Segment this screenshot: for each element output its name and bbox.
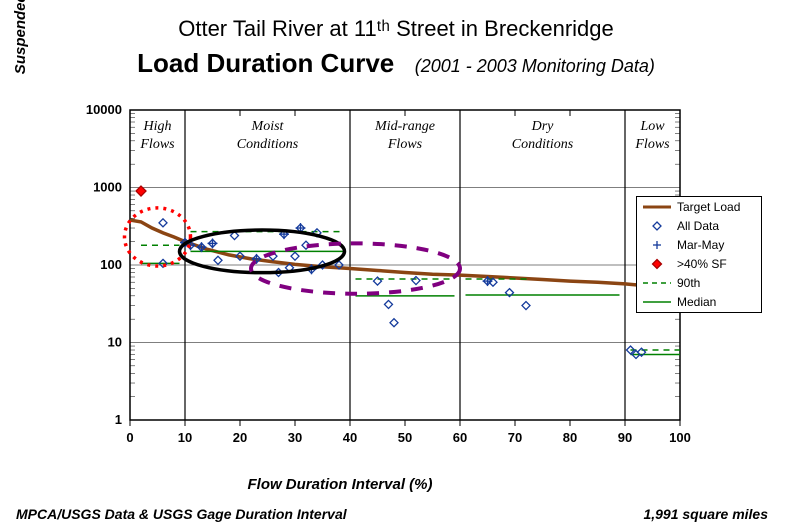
legend-swatch — [643, 257, 671, 271]
svg-text:Moist: Moist — [251, 119, 285, 134]
legend-label: >40% SF — [677, 257, 727, 271]
svg-text:20: 20 — [233, 430, 247, 445]
svg-text:30: 30 — [288, 430, 302, 445]
legend-swatch — [643, 276, 671, 290]
svg-text:Flows: Flows — [139, 137, 175, 152]
title-main: Load Duration Curve — [137, 48, 394, 78]
svg-text:80: 80 — [563, 430, 577, 445]
svg-text:100: 100 — [669, 430, 691, 445]
svg-text:50: 50 — [398, 430, 412, 445]
svg-text:Mid-range: Mid-range — [374, 119, 435, 134]
legend: Target Load All Data Mar-May >40% SF 90th Med… — [636, 196, 762, 313]
svg-text:40: 40 — [343, 430, 357, 445]
legend-item: Target Load — [643, 198, 755, 216]
legend-label: Median — [677, 295, 716, 309]
y-axis-label: Suspended Sediment Load (tons/day) — [12, 0, 29, 100]
footer-area: 1,991 square miles — [643, 506, 768, 522]
svg-text:0: 0 — [126, 430, 133, 445]
svg-text:1: 1 — [115, 412, 122, 427]
legend-label: All Data — [677, 219, 719, 233]
legend-label: Mar-May — [677, 238, 724, 252]
svg-text:Low: Low — [639, 119, 665, 134]
svg-text:Conditions: Conditions — [512, 137, 574, 152]
legend-swatch — [643, 238, 671, 252]
svg-text:10: 10 — [178, 430, 192, 445]
legend-item: 90th — [643, 274, 755, 292]
svg-text:10000: 10000 — [86, 102, 122, 117]
svg-text:60: 60 — [453, 430, 467, 445]
footer-source: MPCA/USGS Data & USGS Gage Duration Inte… — [16, 506, 347, 522]
legend-item: All Data — [643, 217, 755, 235]
legend-item: Mar-May — [643, 236, 755, 254]
svg-text:Flows: Flows — [634, 137, 670, 152]
legend-label: 90th — [677, 276, 700, 290]
legend-label: Target Load — [677, 200, 740, 214]
svg-text:Flows: Flows — [387, 137, 423, 152]
svg-text:90: 90 — [618, 430, 632, 445]
svg-text:Conditions: Conditions — [237, 137, 299, 152]
legend-swatch — [643, 295, 671, 309]
svg-text:10: 10 — [108, 335, 122, 350]
legend-item: >40% SF — [643, 255, 755, 273]
title-line-2: Load Duration Curve (2001 - 2003 Monitor… — [0, 48, 792, 79]
legend-swatch — [643, 219, 671, 233]
title-sub: (2001 - 2003 Monitoring Data) — [415, 56, 655, 76]
x-axis-label: Flow Duration Interval (%) — [60, 476, 620, 493]
legend-item: Median — [643, 293, 755, 311]
svg-text:High: High — [143, 119, 172, 134]
svg-text:1000: 1000 — [93, 180, 122, 195]
title-line-1: Otter Tail River at 11ᵗʰ Street in Breck… — [0, 16, 792, 42]
svg-text:100: 100 — [100, 257, 122, 272]
legend-swatch — [643, 200, 671, 214]
svg-text:70: 70 — [508, 430, 522, 445]
svg-text:Dry: Dry — [531, 119, 555, 134]
